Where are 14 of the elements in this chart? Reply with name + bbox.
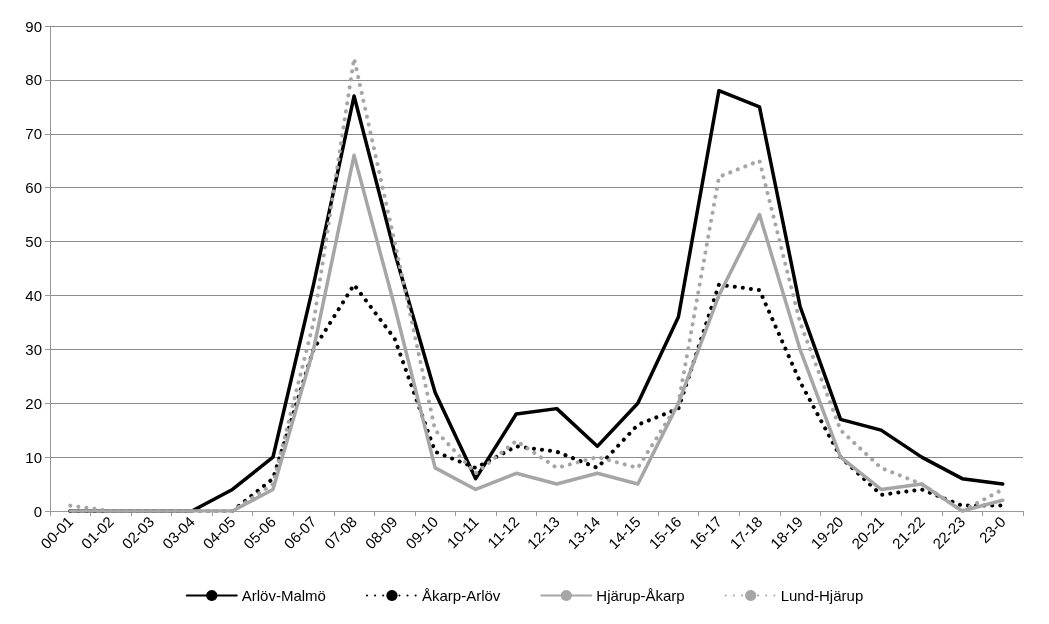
- legend-label: Hjärup-Åkarp: [596, 587, 685, 604]
- y-tick-label: 0: [33, 502, 42, 520]
- y-tick-label: 70: [25, 125, 42, 143]
- y-tick-label: 40: [25, 286, 42, 304]
- y-tick-label: 10: [25, 448, 42, 466]
- y-tick-label: 80: [25, 71, 42, 89]
- y-tick-label: 30: [25, 340, 42, 358]
- legend-label: Åkarp-Arlöv: [421, 587, 501, 604]
- y-tick-label: 60: [25, 179, 42, 197]
- y-tick-label: 20: [25, 394, 42, 412]
- y-tick-label: 90: [25, 17, 42, 35]
- y-tick-label: 50: [25, 233, 42, 251]
- legend-label: Arlöv-Malmö: [241, 587, 326, 604]
- legend-label: Lund-Hjärup: [780, 587, 864, 604]
